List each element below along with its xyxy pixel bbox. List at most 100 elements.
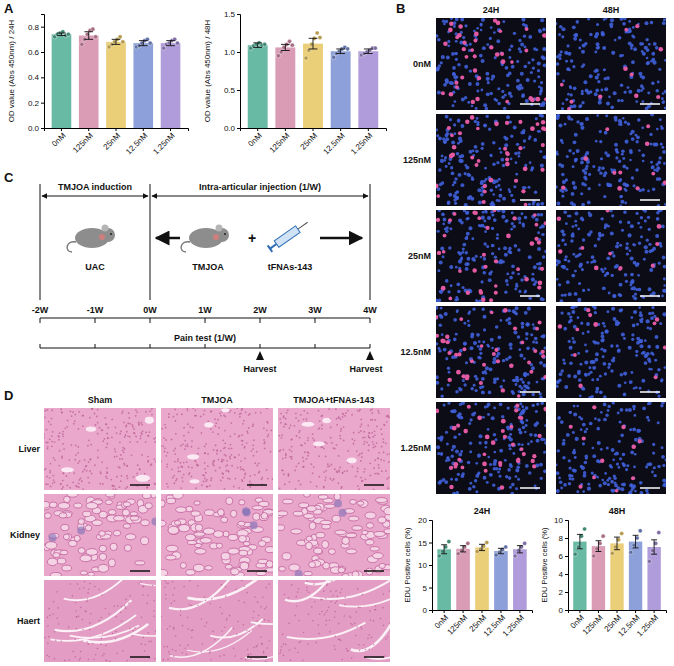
edu-cell [636, 186, 640, 190]
error-bar [281, 44, 290, 50]
edu-cell [437, 251, 441, 255]
nucleus [544, 441, 546, 445]
nucleus [538, 29, 541, 32]
nucleus [501, 210, 505, 213]
nucleus [448, 193, 452, 197]
nucleus [577, 316, 580, 319]
nucleus [475, 474, 479, 478]
edu-cell [593, 322, 598, 327]
nucleus [557, 244, 560, 247]
nucleus [571, 274, 575, 278]
nucleus [459, 388, 463, 392]
nucleus [444, 156, 447, 159]
nucleus [506, 115, 510, 119]
edu-cell [598, 94, 602, 98]
nucleus [482, 416, 485, 419]
nucleus [493, 406, 496, 409]
nucleus [451, 141, 455, 145]
nucleus [531, 273, 534, 276]
nucleus [457, 473, 460, 476]
nucleus [636, 140, 639, 143]
nucleus [528, 296, 532, 300]
nucleus [436, 129, 438, 132]
nucleus [437, 452, 440, 455]
nucleus [506, 84, 509, 87]
nucleus [517, 443, 520, 446]
edu-cell [449, 485, 453, 489]
y-tick-label: 1.0 [224, 48, 236, 57]
nucleus [486, 77, 490, 81]
nucleus [580, 126, 584, 130]
nucleus [643, 258, 646, 261]
nucleus [527, 186, 530, 189]
nucleus [579, 104, 582, 107]
x-tick: 0nM [246, 128, 264, 148]
nucleus [490, 188, 494, 192]
nucleus [596, 46, 599, 49]
nucleus [613, 116, 617, 120]
nucleus [461, 98, 465, 102]
nucleus [458, 387, 461, 390]
nucleus [480, 89, 483, 92]
nucleus [540, 477, 543, 480]
nucleus [644, 21, 648, 25]
nucleus [480, 29, 483, 32]
nucleus [482, 46, 486, 50]
nucleus [451, 449, 454, 452]
image-ground [436, 402, 546, 494]
edu-cell [494, 284, 498, 288]
nucleus [617, 412, 620, 415]
nucleus [531, 58, 534, 61]
panel-letter: D [4, 388, 13, 403]
nucleus [441, 395, 444, 398]
nucleus [650, 21, 654, 25]
nucleus [655, 234, 659, 238]
nucleus [635, 350, 638, 353]
nucleus [458, 433, 461, 436]
nucleus [565, 98, 568, 101]
nucleus [662, 150, 666, 154]
nucleus [556, 278, 559, 281]
nucleus [447, 290, 450, 293]
nucleus [605, 329, 609, 333]
nucleus [632, 243, 635, 246]
nucleus [494, 255, 497, 258]
edu-cell [522, 452, 526, 456]
micrograph [556, 306, 666, 398]
micrograph [556, 18, 666, 110]
nucleus [628, 20, 631, 23]
nucleus [499, 385, 503, 389]
nucleus [581, 268, 584, 271]
nucleus [660, 379, 663, 382]
nucleus [572, 203, 576, 206]
nucleus [460, 416, 464, 420]
nucleus [462, 248, 465, 251]
edu-cell [470, 156, 474, 160]
nucleus [524, 216, 527, 219]
nucleus [626, 184, 629, 187]
nucleus [491, 252, 494, 255]
nucleus [652, 188, 655, 191]
scale-bar [640, 391, 660, 393]
edu-cell [445, 335, 449, 339]
nucleus [468, 82, 472, 86]
nucleus [598, 184, 601, 187]
nucleus [511, 271, 514, 274]
nucleus [471, 257, 475, 261]
nucleus [458, 252, 462, 256]
nucleus [573, 86, 577, 90]
data-point [94, 35, 98, 39]
edu-cell [447, 378, 451, 382]
nucleus [573, 104, 577, 108]
nucleus [456, 310, 459, 313]
nucleus [511, 222, 514, 225]
nucleus [508, 317, 511, 320]
edu-cell [485, 434, 490, 439]
error-bar [84, 32, 93, 40]
nucleus [560, 487, 563, 490]
nucleus [497, 210, 501, 212]
data-point [315, 31, 319, 35]
edu-cell [612, 171, 616, 175]
y-tick-mark [41, 52, 44, 53]
x-tick-mark [257, 128, 258, 131]
